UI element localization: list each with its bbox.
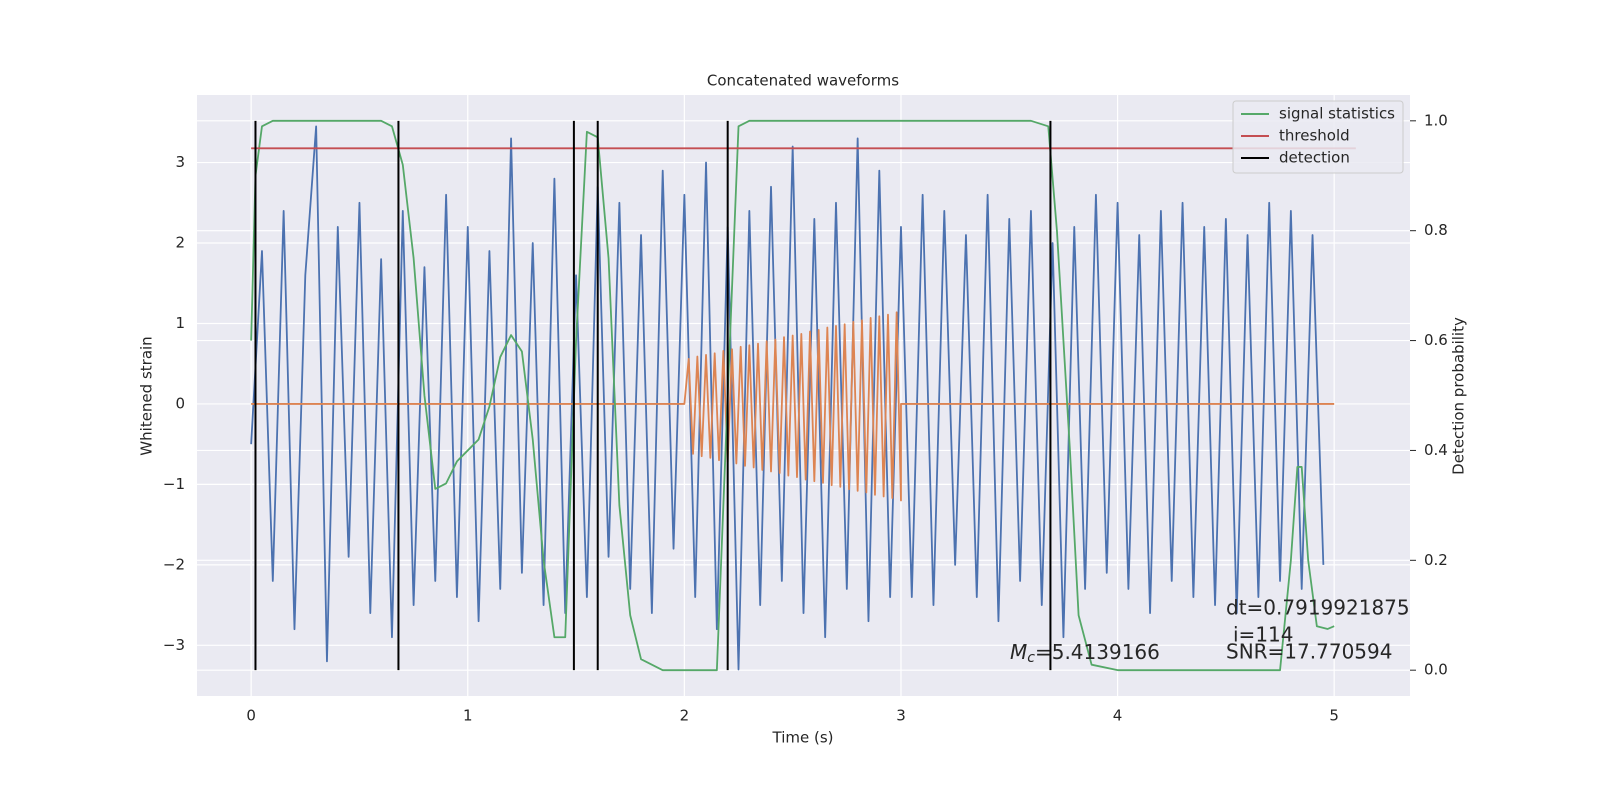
y-tick-label: −2 — [163, 555, 185, 573]
annotation-snr: SNR=17.770594 — [1226, 640, 1392, 664]
y2-tick-label: 0.6 — [1424, 331, 1448, 349]
y-tick-label: 3 — [175, 153, 185, 171]
legend-label: detection — [1279, 149, 1350, 167]
x-tick-label: 3 — [896, 707, 906, 725]
x-axis-label: Time (s) — [772, 729, 834, 747]
annotation-i: i=114 — [1233, 623, 1294, 647]
x-tick-label: 1 — [463, 707, 473, 725]
waveform-line — [250, 125, 1325, 671]
annotation-mc: Mc=5.4139166 — [1010, 640, 1160, 667]
x-tick-label: 5 — [1329, 707, 1339, 725]
annotation-dt: dt=0.7919921875 — [1226, 596, 1410, 620]
y-tick-label: −3 — [163, 636, 185, 654]
y2-tick-label: 0.4 — [1424, 441, 1448, 459]
x-tick-label: 0 — [246, 707, 256, 725]
y2-axis-label: Detection probability — [1450, 317, 1468, 475]
y-tick-label: 0 — [175, 394, 185, 412]
x-tick-label: 4 — [1113, 707, 1123, 725]
chart-title: Concatenated waveforms — [707, 72, 899, 90]
legend-label: threshold — [1279, 127, 1350, 145]
y2-tick-label: 0.0 — [1424, 661, 1448, 679]
y2-tick-label: 0.8 — [1424, 221, 1448, 239]
mc-symbol: M — [1010, 640, 1027, 664]
y2-tick-label: 0.2 — [1424, 551, 1448, 569]
y-axis-label: Whitened strain — [138, 336, 156, 455]
y-tick-label: 1 — [175, 314, 185, 332]
y-tick-label: −1 — [163, 475, 185, 493]
y-tick-label: 2 — [175, 234, 185, 252]
y2-tick-label: 1.0 — [1424, 111, 1448, 129]
legend-label: signal statistics — [1279, 105, 1395, 123]
legend-box — [1232, 100, 1404, 174]
x-tick-label: 2 — [680, 707, 690, 725]
mc-text: =5.4139166 — [1035, 640, 1160, 664]
legend: signal statistics threshold detection — [1232, 100, 1404, 174]
mc-subscript: c — [1027, 650, 1035, 666]
signal-statistics-line — [250, 119, 1335, 672]
waveform-line — [251, 311, 1335, 502]
